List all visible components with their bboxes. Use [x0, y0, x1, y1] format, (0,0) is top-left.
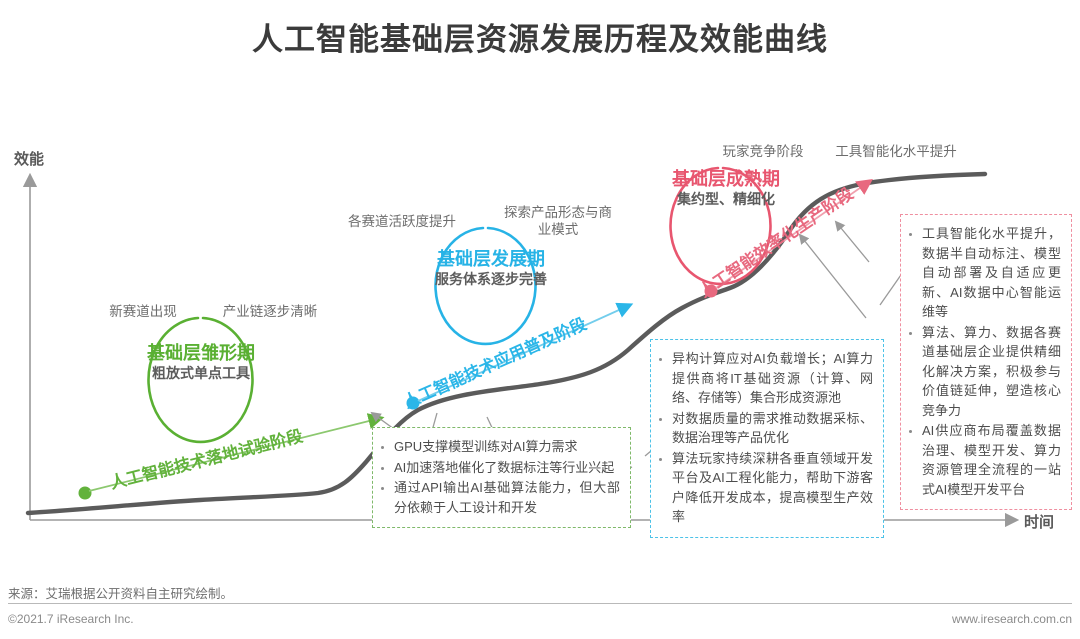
bullet-item: 通过API输出AI基础算法能力，但大部分依赖于人工设计和开发	[377, 478, 620, 517]
stage-arc-green	[147, 316, 254, 444]
detail-box-development: 异构计算应对AI负载增长；AI算力提供商将IT基础资源（计算、网络、存储等）集合…	[650, 339, 884, 538]
stage-name-development: 基础层发展期	[437, 249, 545, 269]
stage-name-embryonic: 基础层雏形期	[147, 343, 255, 363]
note-development-1: 各赛道活跃度提升	[348, 214, 456, 229]
stage-arc-blue	[434, 226, 537, 346]
detail-box-maturity: 工具智能化水平提升，数据半自动标注、模型自动部署及自适应更新、AI数据中心智能运…	[900, 214, 1072, 510]
stage-caption-development: 基础层发展期 服务体系逐步完善	[418, 248, 564, 289]
stage-subtitle-maturity: 集约型、精细化	[677, 191, 775, 207]
bullet-item: 算法、算力、数据各赛道基础层企业提供精细化解决方案，积极参与价值链延伸，塑造核心…	[905, 323, 1061, 421]
bullet-item: AI供应商布局覆盖数据治理、模型开发、算力资源管理全流程的一站式AI模型开发平台	[905, 421, 1061, 499]
efficiency-curve	[25, 171, 988, 516]
x-axis-label: 时间	[1024, 514, 1055, 531]
bullet-item: AI加速落地催化了数据标注等行业兴起	[377, 458, 620, 478]
bullet-item: GPU支撑模型训练对AI算力需求	[377, 437, 620, 457]
y-axis-label: 效能	[14, 151, 45, 168]
bullet-item: 异构计算应对AI负载增长；AI算力提供商将IT基础资源（计算、网络、存储等）集合…	[655, 349, 873, 408]
stage-name-maturity: 基础层成熟期	[672, 169, 780, 189]
note-maturity-1: 玩家竞争阶段	[722, 144, 804, 159]
footer-divider	[8, 603, 1072, 604]
copyright-text: ©2021.7 iResearch Inc.	[8, 612, 134, 626]
note-maturity-2: 工具智能化水平提升	[835, 144, 957, 159]
bullet-item: 工具智能化水平提升，数据半自动标注、模型自动部署及自适应更新、AI数据中心智能运…	[905, 224, 1061, 322]
phase-arrow-pink	[704, 178, 873, 298]
page-title: 人工智能基础层资源发展历程及效能曲线	[252, 22, 828, 57]
stage-arc-pink	[669, 166, 772, 286]
website-link[interactable]: www.iresearch.com.cn	[951, 612, 1072, 626]
stage-caption-maturity: 基础层成熟期 集约型、精细化	[653, 168, 799, 209]
bullet-item: 对数据质量的需求推动数据采标、数据治理等产品优化	[655, 409, 873, 448]
source-note: 来源：艾瑞根据公开资料自主研究绘制。	[8, 587, 234, 601]
note-embryonic-2: 产业链逐步清晰	[222, 304, 318, 319]
phase-arrow-blue	[406, 302, 634, 410]
note-embryonic-1: 新赛道出现	[109, 304, 177, 319]
detail-box-embryonic: GPU支撑模型训练对AI算力需求 AI加速落地催化了数据标注等行业兴起 通过AP…	[372, 427, 631, 528]
stage-subtitle-embryonic: 粗放式单点工具	[152, 365, 250, 381]
stage-subtitle-development: 服务体系逐步完善	[435, 271, 547, 287]
phase-arrow-green	[78, 413, 385, 500]
stage-caption-embryonic: 基础层雏形期 粗放式单点工具	[128, 342, 274, 383]
note-development-2: 探索产品形态与商 业模式	[504, 205, 612, 237]
bullet-item: 算法玩家持续深耕各垂直领域开发平台及AI工程化能力，帮助下游客户降低开发成本，提…	[655, 449, 873, 527]
